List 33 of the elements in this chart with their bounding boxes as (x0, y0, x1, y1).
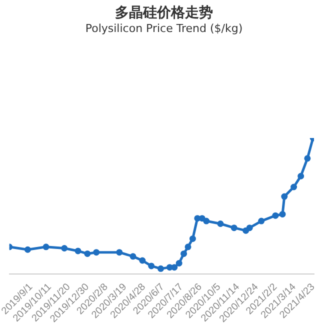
point (180, 250, 188, 257)
point (166, 264, 173, 271)
chart-title: 多晶硅价格走势 (114, 4, 214, 22)
point (139, 257, 146, 264)
point (198, 215, 206, 222)
point (246, 224, 253, 232)
point (157, 265, 164, 272)
point (203, 218, 210, 224)
point (194, 215, 201, 222)
point (42, 244, 50, 250)
point (279, 210, 286, 218)
point (304, 155, 311, 162)
point (290, 184, 298, 190)
point (171, 264, 178, 271)
point (116, 249, 123, 256)
point (298, 172, 304, 180)
point (281, 193, 288, 200)
point (61, 245, 68, 252)
point (74, 248, 82, 254)
point (217, 220, 224, 228)
point (230, 224, 238, 232)
point (189, 235, 196, 242)
point (242, 227, 250, 234)
point (272, 212, 279, 219)
point (24, 246, 31, 253)
point (176, 260, 182, 266)
point (184, 244, 192, 250)
chart-subtitle: Polysilicon Price Trend ($/kg) (84, 22, 244, 37)
point (148, 262, 155, 270)
point (84, 250, 91, 257)
point (130, 253, 136, 260)
point (93, 249, 100, 256)
point (258, 218, 265, 224)
